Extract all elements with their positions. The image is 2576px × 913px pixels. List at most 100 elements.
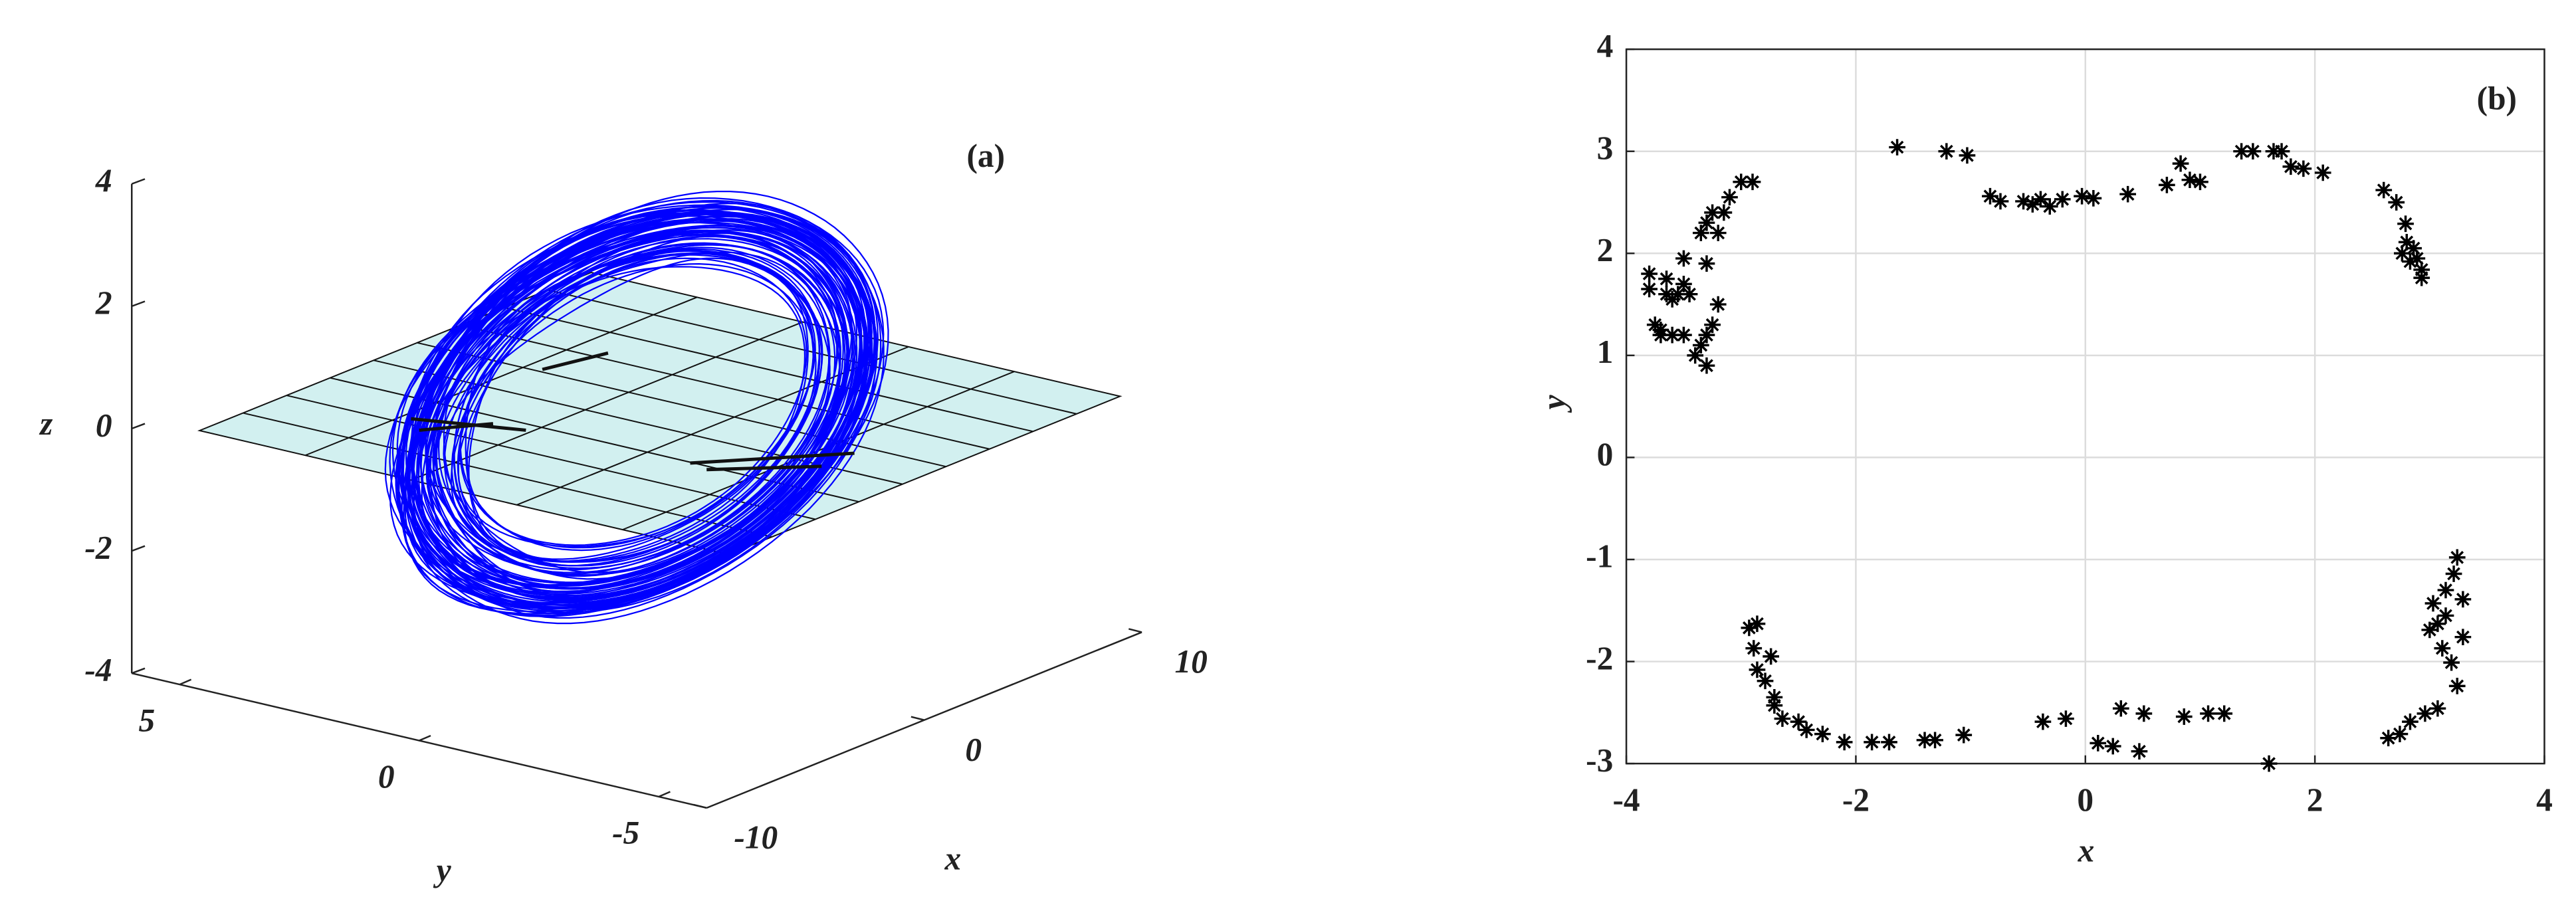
point <box>2448 678 2466 694</box>
y-tick-label: -2 <box>1586 640 1613 676</box>
point <box>1916 732 1933 749</box>
point <box>2413 269 2430 286</box>
panel-a-title: (a) <box>966 138 1005 174</box>
x-axis-label: x <box>944 841 962 877</box>
z-tick <box>131 423 146 430</box>
trajectory <box>405 218 869 609</box>
z-tick <box>131 667 146 674</box>
point <box>1641 265 1658 282</box>
point <box>1741 619 1758 637</box>
y-tick <box>419 734 431 742</box>
point <box>1959 147 1976 164</box>
point <box>2388 194 2405 211</box>
point <box>1698 326 1715 344</box>
point <box>1692 337 1709 354</box>
y-tick-label: 4 <box>1597 27 1614 64</box>
y-axis-label: y <box>433 852 452 888</box>
point <box>2282 158 2300 175</box>
point <box>2448 549 2466 566</box>
point <box>1798 722 1815 738</box>
point <box>2409 250 2426 267</box>
point <box>2429 700 2446 717</box>
plot-frame <box>1625 48 2545 765</box>
point <box>1763 648 1779 665</box>
point <box>2295 160 2312 177</box>
point <box>2397 215 2414 233</box>
point <box>1814 726 1831 742</box>
point <box>1709 296 1727 313</box>
y-tick-label: -5 <box>612 815 639 851</box>
point <box>1992 193 2009 210</box>
point <box>2429 615 2446 633</box>
point <box>2032 191 2049 208</box>
point <box>1766 697 1783 714</box>
point <box>2054 191 2071 208</box>
trajectory <box>413 221 861 605</box>
z-tick <box>131 178 146 185</box>
point <box>2058 710 2074 727</box>
point <box>2314 164 2331 181</box>
y-tick-label: 3 <box>1597 130 1614 166</box>
point <box>1749 615 1766 633</box>
plane-grid <box>460 324 990 450</box>
point <box>1927 732 1943 749</box>
point <box>2443 654 2460 671</box>
y-tick-label: 0 <box>378 758 395 795</box>
point <box>2085 189 2102 207</box>
point <box>1757 672 1774 690</box>
point <box>2402 713 2418 730</box>
point <box>1745 640 1763 657</box>
point <box>1681 286 1698 303</box>
x-tick-label: 0 <box>965 731 982 767</box>
point <box>1704 204 1721 221</box>
trajectory <box>438 244 836 577</box>
point <box>1675 250 1692 267</box>
point <box>1641 280 1658 298</box>
trajectory <box>411 221 863 609</box>
point <box>2192 173 2208 191</box>
point <box>2041 198 2058 215</box>
x-tick <box>693 803 707 809</box>
point <box>1836 734 1853 751</box>
trajectory <box>451 253 823 563</box>
point <box>1715 204 1733 221</box>
point <box>2131 743 2148 760</box>
z-tick-label: 2 <box>95 284 112 321</box>
point <box>2135 705 2153 722</box>
plane-grid <box>547 289 1077 415</box>
point <box>2437 607 2454 624</box>
point <box>1698 255 1715 272</box>
point <box>1698 357 1715 374</box>
trajectory <box>433 251 841 597</box>
point <box>1790 713 1807 730</box>
point <box>1955 726 1973 744</box>
point <box>2015 193 2032 210</box>
point <box>2405 240 2422 256</box>
point <box>2454 629 2472 646</box>
point <box>2175 708 2193 725</box>
point <box>1733 173 1750 191</box>
y-tick-label: -1 <box>1586 538 1613 574</box>
point <box>2034 713 2052 730</box>
point <box>2074 187 2090 205</box>
y-tick-label: 5 <box>139 702 156 739</box>
point <box>1774 710 1791 727</box>
plane-grid <box>504 306 1033 433</box>
point <box>1664 326 1681 344</box>
point <box>2119 185 2137 203</box>
x-tick-label: 2 <box>2307 781 2323 818</box>
x-tick <box>911 716 924 721</box>
z-tick-label: -2 <box>84 529 112 565</box>
panel-b-title: (b) <box>2477 80 2517 117</box>
x-tick-label: 0 <box>2077 781 2093 818</box>
x-tick-label: 10 <box>1174 643 1207 680</box>
point <box>2421 621 2438 639</box>
point <box>1652 326 1669 344</box>
point <box>2391 726 2409 742</box>
trajectory <box>459 250 815 549</box>
x-tick-label: -2 <box>1842 781 1870 818</box>
z-tick <box>131 300 146 308</box>
point <box>2090 735 2107 752</box>
point <box>2216 705 2233 722</box>
